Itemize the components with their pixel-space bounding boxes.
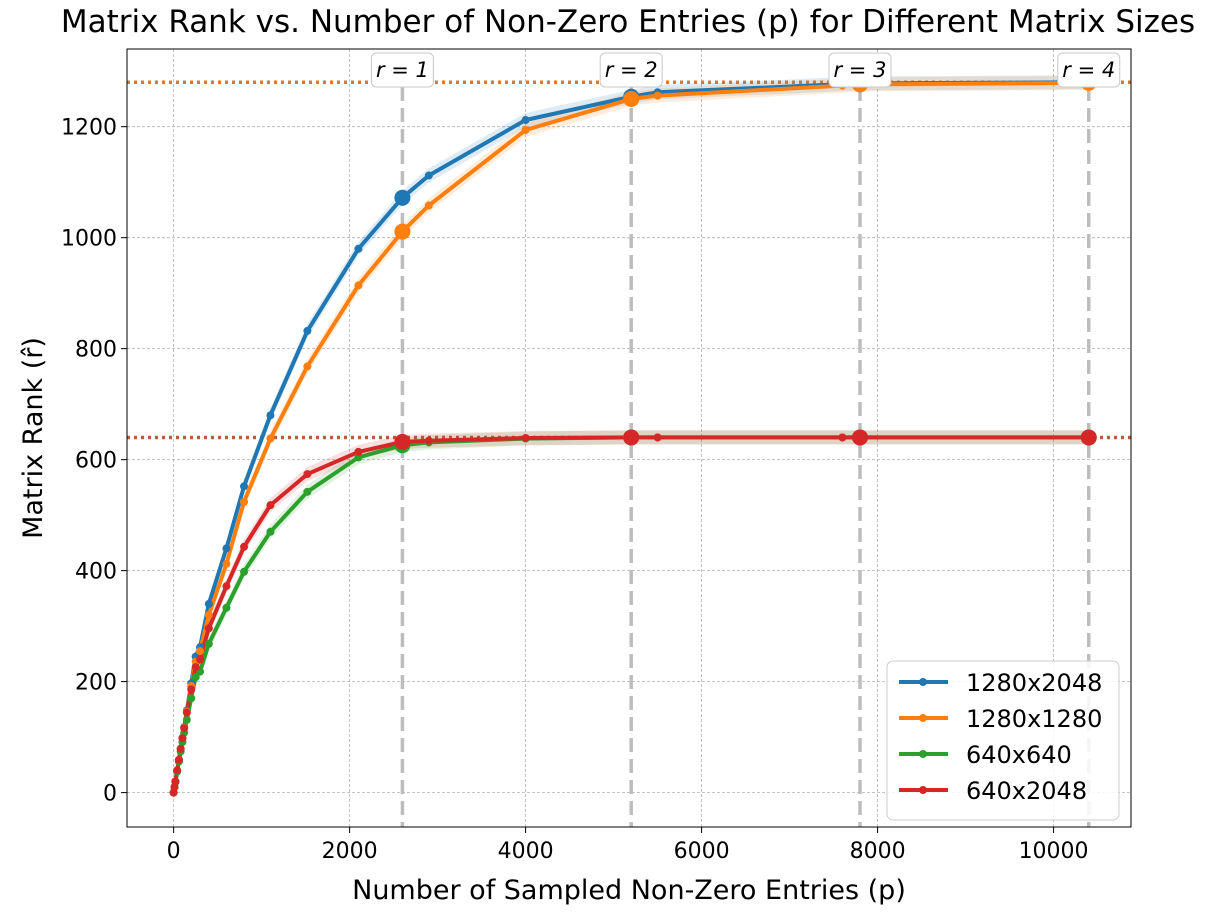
data-point [173,766,182,775]
x-tick-label: 0 [167,839,181,864]
data-point [424,171,433,180]
data-point [653,91,662,100]
data-point [240,542,249,551]
data-point [174,755,183,764]
data-point [266,527,275,536]
plot-area-frame [126,48,1132,828]
data-point [191,673,200,682]
data-point [354,447,363,456]
data-point [303,362,312,371]
data-point [240,482,249,491]
y-axis: 0 200 400 600 800 1000 1200 [61,116,127,807]
data-point [354,281,363,290]
x-axis-label: Number of Sampled Non-Zero Entries (p) [352,875,906,906]
data-point [521,116,530,125]
highlight-point [623,429,640,446]
marker-label: r = 3 [834,58,887,82]
data-point [204,611,213,620]
marker-label-box [1057,52,1121,88]
data-point [240,497,249,506]
data-point [222,603,231,612]
data-point [204,599,213,608]
data-point [266,434,275,443]
data-point [222,559,231,568]
y-tick-label: 200 [75,671,117,696]
legend-marker [919,786,927,794]
legend-marker [919,678,927,686]
data-point [222,544,231,553]
marker-label: r = 4 [1062,58,1115,82]
data-point [180,724,189,733]
y-tick-label: 800 [75,338,117,363]
x-tick-label: 4000 [498,839,554,864]
marker-label: r = 2 [605,58,658,82]
highlight-point [394,189,411,206]
data-point [521,434,530,442]
data-point [187,694,196,703]
y-axis-label: Matrix Rank (r̂) [18,337,49,539]
data-point [266,501,275,510]
data-point [182,715,191,724]
data-point [196,647,205,656]
x-tick-label: 8000 [850,839,906,864]
data-point [222,582,231,591]
grid-lines [127,49,1131,827]
data-point [424,436,433,445]
y-tick-label: 600 [75,449,117,474]
legend-label: 1280x1280 [966,705,1102,733]
y-tick-label: 1000 [61,227,117,252]
data-point [653,433,662,442]
highlight-point [623,90,640,107]
data-point [204,624,213,633]
data-point [187,685,196,694]
marker-label-box [370,52,434,88]
series-points [169,74,1097,797]
marker-labels: r = 1 r = 2 r = 3 r = 4 [370,52,1121,88]
data-point [424,201,433,210]
highlight-point [851,429,868,446]
marker-label-box [828,52,892,88]
x-axis: 0 2000 4000 6000 8000 10000 [167,827,1089,864]
data-point [303,326,312,335]
data-point [354,453,363,462]
marker-label: r = 1 [376,58,429,82]
data-point [240,567,249,576]
y-tick-label: 0 [103,782,117,807]
data-point [204,639,213,648]
legend-marker [919,714,927,722]
data-point [303,470,312,479]
legend-frame [886,660,1120,821]
data-point [354,244,363,253]
highlight-point [1080,429,1097,446]
data-point [182,708,191,717]
data-point [178,734,187,743]
data-point [521,126,530,135]
chart-title: Matrix Rank vs. Number of Non-Zero Entri… [61,4,1195,40]
data-point [191,663,200,672]
legend-label: 640x640 [966,741,1072,769]
x-tick-label: 6000 [674,839,730,864]
x-tick-label: 10000 [1019,839,1089,864]
marker-label-box [599,52,663,88]
data-point [266,411,275,420]
highlight-point [394,223,411,240]
data-point [196,655,205,664]
y-tick-label: 400 [75,560,117,585]
x-tick-label: 2000 [322,839,378,864]
y-tick-label: 1200 [61,116,117,141]
legend-label: 1280x2048 [966,669,1102,697]
data-point [838,433,847,442]
data-point [171,777,180,786]
horizontal-reference-lines [127,80,1131,440]
legend: 1280x2048 1280x1280 640x640 640x2048 [886,660,1120,821]
highlight-point [394,433,411,450]
data-point [176,744,185,753]
data-point [303,487,312,496]
legend-label: 640x2048 [966,777,1087,805]
legend-marker [919,750,927,758]
